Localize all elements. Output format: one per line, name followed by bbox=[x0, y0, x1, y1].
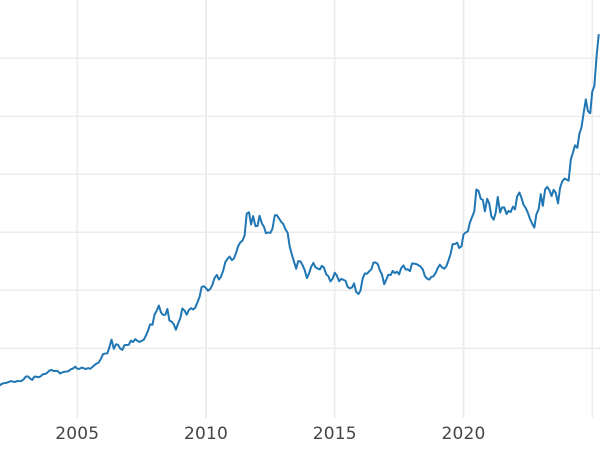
vertical-gridlines bbox=[76, 0, 594, 418]
x-tick-label-2020: 2020 bbox=[441, 424, 486, 444]
horizontal-gridlines bbox=[0, 57, 600, 350]
plot-area bbox=[0, 0, 600, 418]
x-tick-label-2015: 2015 bbox=[312, 424, 357, 444]
x-axis-tick-labels: 2005 2010 2015 2020 bbox=[0, 418, 600, 450]
x-tick-label-2010: 2010 bbox=[183, 424, 229, 444]
price-line-series bbox=[0, 33, 600, 387]
series-layer bbox=[0, 33, 600, 387]
gridlines bbox=[0, 0, 600, 418]
x-tick-label-2005: 2005 bbox=[55, 424, 100, 444]
